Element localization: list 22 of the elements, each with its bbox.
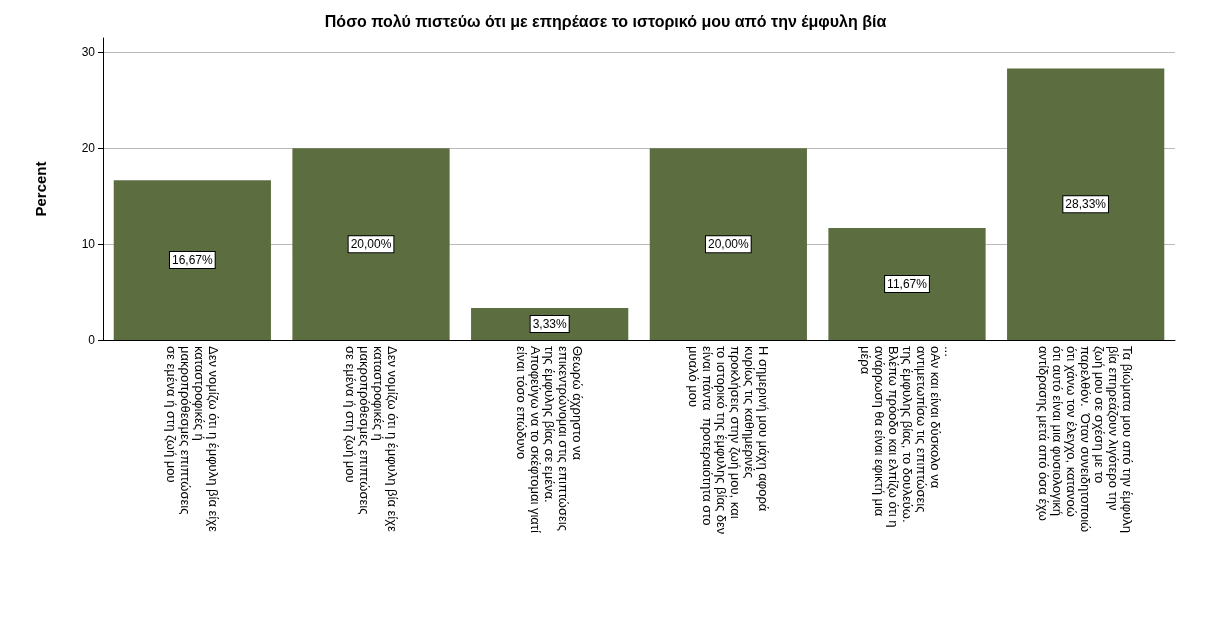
data-label: 20,00% — [707, 237, 750, 252]
data-label: 3,33% — [532, 317, 568, 332]
data-label: 20,00% — [350, 237, 392, 252]
y-tick-label: 30 — [81, 45, 96, 60]
bar — [649, 148, 807, 340]
data-label: 16,67% — [171, 253, 214, 268]
data-label: 11,67% — [887, 277, 928, 292]
y-tick-label: 0 — [88, 333, 96, 347]
bar — [113, 180, 271, 340]
y-axis-title: Percent — [32, 161, 49, 217]
bar — [1007, 68, 1165, 340]
x-tick-label: Δεν νομίζω ότι η έμφυλη βία είχε καταστροφικές ή μακροπρόθεσμες επιπτώσεις σε εμένα ή στη ζωή μου — [163, 346, 221, 533]
x-tick-label: Η σημερινή μου μάχη αφορά κυρίως τις καθημερινές προκλήσεις στην ζωή μου, και το ιστορικό της έμφυλης βίας δεν είναι πάντα προτεραιότητα στο μυαλό μου — [685, 346, 771, 535]
x-tick-label: Θεωρώ άχρηστο να επικεντρώνομαι στις επιπτώσεις της έμφυλης βίας σε εμένα. Αποφεύγω να το σκέφτομαι γιατί είναι τόσο επώδυνο — [514, 346, 586, 533]
x-tick-label: Δεν νομίζω ότι η έμφυλη βία είχε καταστροφικές ή μακροπρόθεσμες επιπτώσεις σε εμένα ή στη ζωή μου — [342, 346, 400, 533]
y-tick-label: 20 — [81, 141, 96, 156]
bar — [292, 148, 450, 340]
data-label: 28,33% — [1065, 197, 1107, 212]
bar — [828, 228, 986, 340]
x-tick-label: ... οΑν και είναι δύσκολο να αντιμετωπίσω τις επιπτώσεις της έμφυλης βίας, το δουλεύω. Βλέπω πρόοδο και ελπίζω ότι η ανάρρωση θα είναι εφικτή μια μέρα — [857, 346, 957, 528]
y-tick-label: 10 — [81, 237, 96, 252]
chart-title: Πόσο πολύ πιστεύω ότι με επηρέασε το ιστορικό μου από την έμφυλη βία — [324, 12, 887, 30]
